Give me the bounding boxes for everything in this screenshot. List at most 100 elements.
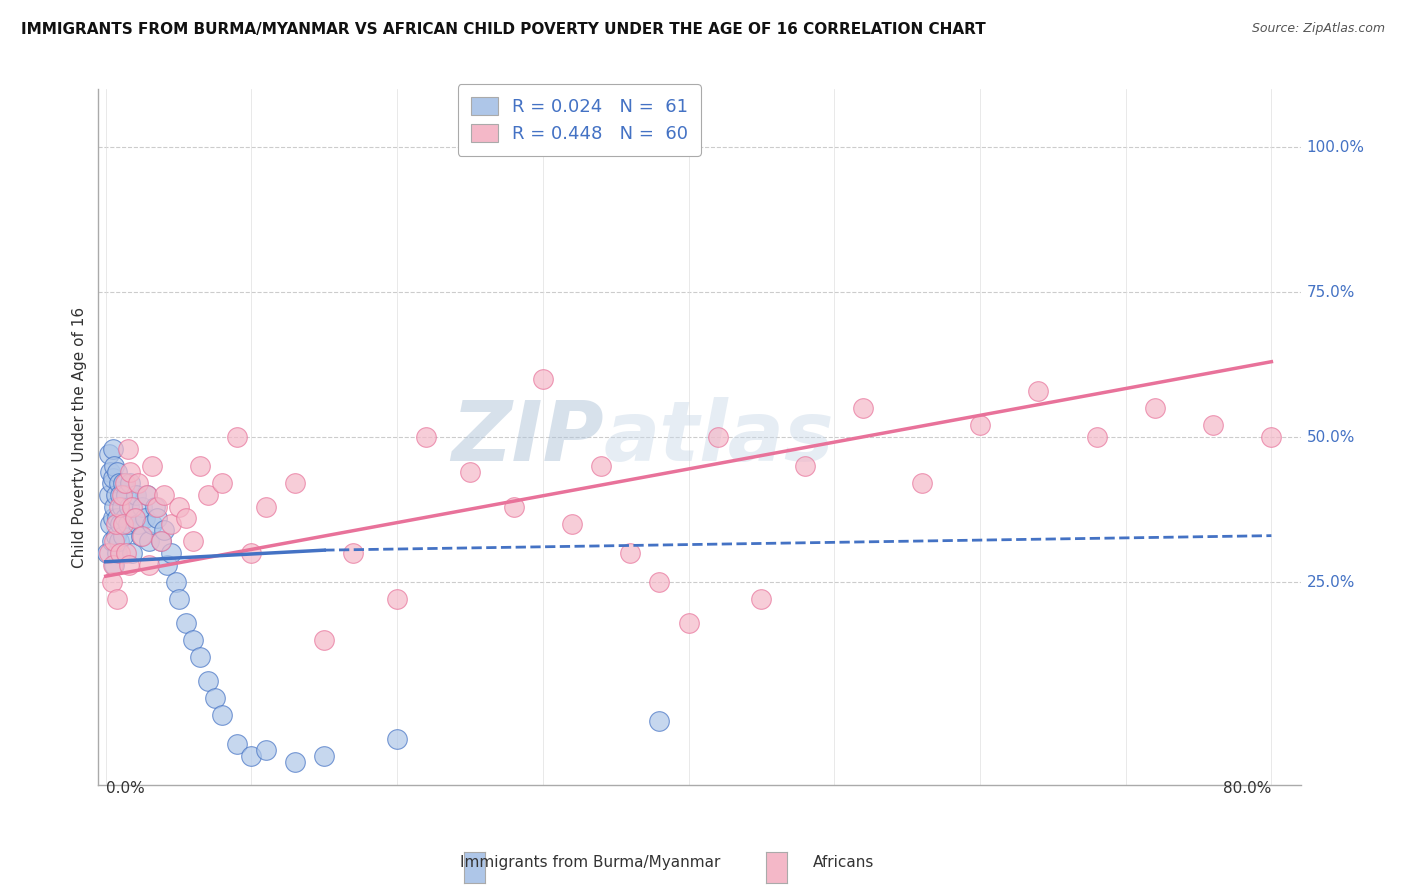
Point (115, 488, 138, 502)
Point (104, 528, 127, 542)
Point (240, 546, 263, 560)
Point (648, 574, 671, 589)
Point (167, 592, 190, 607)
Point (114, 511, 136, 525)
Point (105, 592, 128, 607)
Point (110, 546, 132, 560)
Point (104, 517, 127, 532)
Text: Africans: Africans (813, 855, 875, 870)
Point (112, 476, 135, 491)
Point (117, 517, 139, 532)
Point (101, 442, 124, 456)
Point (103, 534, 125, 549)
Point (852, 401, 875, 416)
Point (129, 528, 152, 542)
Point (135, 488, 157, 502)
Point (190, 458, 212, 473)
Point (197, 673, 219, 688)
Point (211, 476, 233, 491)
Point (240, 749, 263, 764)
Point (103, 558, 125, 572)
Point (100, 574, 122, 589)
Point (415, 430, 437, 444)
Text: 100.0%: 100.0% (1306, 140, 1365, 154)
Point (150, 534, 173, 549)
Point (127, 517, 149, 532)
Point (118, 558, 141, 572)
Point (561, 517, 583, 532)
Text: atlas: atlas (603, 397, 834, 477)
Point (111, 488, 134, 502)
Point (678, 615, 700, 630)
Point (100, 534, 122, 549)
Point (114, 476, 136, 491)
Point (174, 615, 197, 630)
Point (143, 500, 166, 514)
Point (138, 558, 160, 572)
Point (97, 546, 120, 560)
Point (96, 546, 118, 560)
Point (112, 528, 135, 542)
Point (117, 442, 139, 456)
Point (225, 737, 247, 751)
Point (97, 448, 120, 462)
Point (160, 546, 183, 560)
Point (145, 511, 167, 525)
Text: IMMIGRANTS FROM BURMA/MYANMAR VS AFRICAN CHILD POVERTY UNDER THE AGE OF 16 CORRE: IMMIGRANTS FROM BURMA/MYANMAR VS AFRICAN… (21, 22, 986, 37)
Text: 25.0%: 25.0% (1306, 574, 1355, 590)
Point (145, 500, 167, 514)
Text: Source: ZipAtlas.com: Source: ZipAtlas.com (1251, 22, 1385, 36)
Point (911, 476, 934, 491)
Text: 0.0%: 0.0% (105, 781, 145, 797)
Point (165, 574, 187, 589)
Point (531, 372, 554, 386)
Point (751, 592, 773, 607)
Point (160, 517, 183, 532)
Point (153, 523, 176, 537)
Point (115, 546, 138, 560)
Point (342, 546, 364, 560)
Point (156, 558, 179, 572)
Point (284, 755, 307, 769)
Point (385, 592, 408, 607)
Point (103, 458, 125, 473)
Point (1085, 430, 1108, 444)
Point (110, 517, 132, 532)
Point (150, 534, 173, 549)
Point (98, 465, 121, 479)
Legend: R = 0.024   N =  61, R = 0.448   N =  60: R = 0.024 N = 61, R = 0.448 N = 60 (458, 85, 700, 155)
Point (314, 749, 336, 764)
Text: 50.0%: 50.0% (1306, 430, 1355, 444)
Point (108, 500, 131, 514)
Point (120, 476, 142, 491)
Point (124, 511, 146, 525)
Point (104, 488, 127, 502)
Text: 80.0%: 80.0% (1223, 781, 1271, 797)
Point (225, 430, 247, 444)
Point (127, 476, 149, 491)
Point (112, 517, 135, 532)
Text: ZIP: ZIP (451, 397, 603, 477)
Point (125, 488, 148, 502)
Point (174, 511, 197, 525)
Point (131, 500, 153, 514)
Point (105, 511, 128, 525)
Point (153, 488, 176, 502)
Point (314, 633, 336, 648)
Point (111, 500, 134, 514)
Point (124, 511, 146, 525)
Point (204, 690, 226, 705)
Point (167, 500, 190, 514)
Point (1026, 384, 1049, 398)
Point (284, 476, 307, 491)
Point (190, 650, 212, 665)
Point (385, 731, 408, 746)
Point (648, 714, 671, 728)
Point (135, 488, 157, 502)
Point (108, 534, 131, 549)
Point (118, 500, 141, 514)
Point (1143, 401, 1166, 416)
Point (197, 488, 219, 502)
Point (138, 534, 160, 549)
Point (121, 500, 143, 514)
